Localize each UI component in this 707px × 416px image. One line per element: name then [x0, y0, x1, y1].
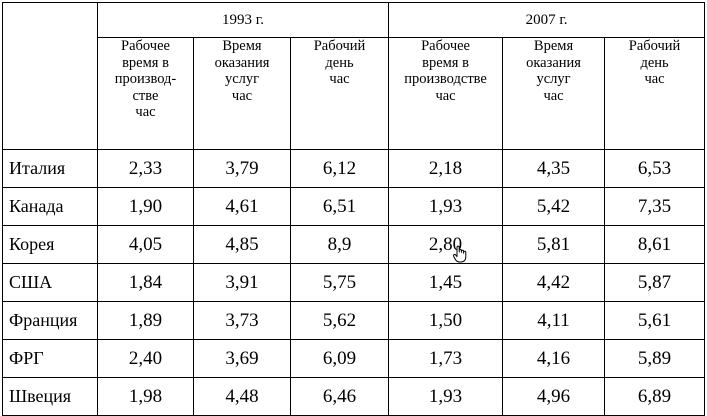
column-header: Рабочее время в производ- стве час — [97, 37, 194, 150]
column-header: Рабочее время в производстве час — [388, 37, 504, 150]
value-cell: 1,50 — [388, 301, 504, 340]
column-header: Рабочий день час — [289, 37, 390, 150]
year-header-1993: 1993 г. — [96, 2, 390, 38]
value-cell: 1,90 — [97, 187, 194, 226]
value-cell: 8,9 — [289, 225, 390, 264]
value-cell: 4,48 — [193, 377, 291, 416]
value-cell: 5,87 — [604, 263, 706, 302]
value-cell: 5,89 — [604, 339, 706, 378]
value-cell: 6,53 — [604, 149, 706, 188]
country-cell: Швеция — [2, 377, 98, 416]
year-header-row: 1993 г. 2007 г. — [2, 2, 706, 150]
value-cell: 4,35 — [502, 149, 606, 188]
value-cell: 4,85 — [193, 225, 291, 264]
value-cell: 5,81 — [502, 225, 606, 264]
value-cell: 1,84 — [97, 263, 194, 302]
country-cell: США — [2, 263, 98, 302]
value-cell: 2,80 — [388, 225, 504, 264]
value-cell: 5,62 — [289, 301, 390, 340]
country-cell: Франция — [2, 301, 98, 340]
value-cell: 1,89 — [97, 301, 194, 340]
value-cell: 1,73 — [388, 339, 504, 378]
value-cell: 3,91 — [193, 263, 291, 302]
value-cell: 1,45 — [388, 263, 504, 302]
value-cell: 2,18 — [388, 149, 504, 188]
table-row: Франция 1,89 3,73 5,62 1,50 4,11 5,61 — [2, 301, 706, 340]
year-header-2007: 2007 г. — [388, 2, 706, 38]
table-row: Корея 4,05 4,85 8,9 2,80 5,81 8,61 — [2, 225, 706, 264]
corner-cell — [2, 2, 98, 150]
country-cell: Корея — [2, 225, 98, 264]
column-header-row: Рабочее время в производ- стве час Время… — [3, 37, 706, 150]
table-row: Италия 2,33 3,79 6,12 2,18 4,35 6,53 — [2, 149, 706, 188]
column-header: Рабочий день час — [604, 37, 706, 150]
column-header: Время оказания услуг час — [502, 37, 606, 150]
value-cell: 6,12 — [289, 149, 390, 188]
value-cell: 4,05 — [97, 225, 194, 264]
value-cell: 4,42 — [502, 263, 606, 302]
value-cell: 2,40 — [97, 339, 194, 378]
table-row: ФРГ 2,40 3,69 6,09 1,73 4,16 5,89 — [2, 339, 706, 378]
value-cell: 1,98 — [97, 377, 194, 416]
value-cell: 3,69 — [193, 339, 291, 378]
value-cell: 5,75 — [289, 263, 390, 302]
value-cell: 6,46 — [289, 377, 390, 416]
value-cell: 1,93 — [388, 377, 504, 416]
value-cell: 3,73 — [193, 301, 291, 340]
value-cell: 6,09 — [289, 339, 390, 378]
value-cell: 4,96 — [502, 377, 606, 416]
value-cell: 6,51 — [289, 187, 390, 226]
value-cell: 3,79 — [193, 149, 291, 188]
value-cell: 5,61 — [604, 301, 706, 340]
value-cell: 8,61 — [604, 225, 706, 264]
country-cell: ФРГ — [2, 339, 98, 378]
country-cell: Канада — [2, 187, 98, 226]
value-cell: 6,89 — [604, 377, 706, 416]
value-cell: 1,93 — [388, 187, 504, 226]
table-row: Канада 1,90 4,61 6,51 1,93 5,42 7,35 — [2, 187, 706, 226]
table-row: США 1,84 3,91 5,75 1,45 4,42 5,87 — [2, 263, 706, 302]
country-cell: Италия — [2, 149, 98, 188]
value-cell: 2,33 — [97, 149, 194, 188]
column-header: Время оказания услуг час — [193, 37, 291, 150]
value-cell: 4,16 — [502, 339, 606, 378]
value-cell: 7,35 — [604, 187, 706, 226]
value-cell: 5,42 — [502, 187, 606, 226]
value-cell: 4,11 — [502, 301, 606, 340]
table-row: Швеция 1,98 4,48 6,46 1,93 4,96 6,89 — [2, 377, 706, 416]
value-cell: 4,61 — [193, 187, 291, 226]
